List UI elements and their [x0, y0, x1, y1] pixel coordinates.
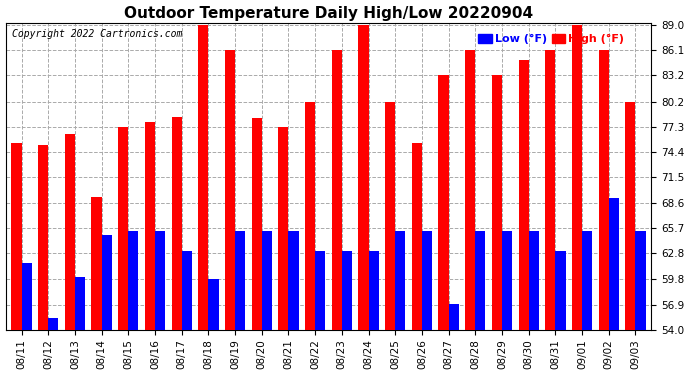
Bar	[395, 231, 406, 330]
Bar	[65, 134, 75, 330]
Bar	[262, 231, 272, 330]
Bar	[145, 123, 155, 330]
Text: Copyright 2022 Cartronics.com: Copyright 2022 Cartronics.com	[12, 29, 182, 39]
Bar	[475, 231, 486, 330]
Bar	[172, 117, 181, 330]
Bar	[368, 251, 379, 330]
Bar	[208, 279, 219, 330]
Bar	[342, 251, 352, 330]
Bar	[625, 102, 635, 330]
Bar	[278, 127, 288, 330]
Bar	[412, 143, 422, 330]
Bar	[181, 251, 192, 330]
Bar	[358, 25, 368, 330]
Bar	[572, 25, 582, 330]
Bar	[599, 50, 609, 330]
Bar	[492, 75, 502, 330]
Bar	[529, 231, 539, 330]
Bar	[385, 102, 395, 330]
Bar	[582, 231, 592, 330]
Title: Outdoor Temperature Daily High/Low 20220904: Outdoor Temperature Daily High/Low 20220…	[124, 6, 533, 21]
Bar	[465, 50, 475, 330]
Bar	[101, 235, 112, 330]
Bar	[288, 231, 299, 330]
Bar	[155, 231, 165, 330]
Bar	[92, 196, 101, 330]
Bar	[198, 25, 208, 330]
Bar	[315, 251, 325, 330]
Bar	[422, 231, 432, 330]
Bar	[609, 198, 619, 330]
Bar	[252, 118, 262, 330]
Bar	[448, 304, 459, 330]
Bar	[12, 143, 21, 330]
Bar	[38, 145, 48, 330]
Bar	[305, 102, 315, 330]
Bar	[75, 277, 85, 330]
Bar	[545, 50, 555, 330]
Bar	[438, 75, 449, 330]
Bar	[555, 251, 566, 330]
Bar	[128, 231, 139, 330]
Bar	[502, 231, 512, 330]
Bar	[635, 231, 646, 330]
Bar	[21, 263, 32, 330]
Bar	[118, 127, 128, 330]
Bar	[519, 60, 529, 330]
Bar	[332, 50, 342, 330]
Bar	[235, 231, 245, 330]
Bar	[48, 318, 59, 330]
Bar	[225, 50, 235, 330]
Legend: Low (°F), High (°F): Low (°F), High (°F)	[476, 32, 627, 46]
